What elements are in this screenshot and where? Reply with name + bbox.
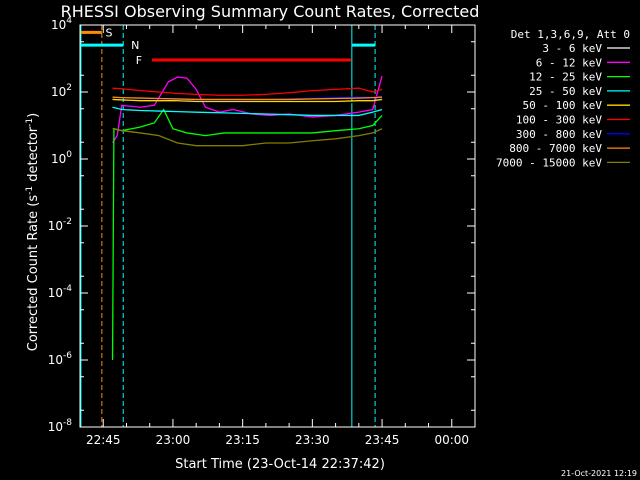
y-tick-label-4: 10-4 [48,284,73,300]
series-line-2 [111,108,383,361]
y-tick-label-3: 10-2 [48,217,72,233]
y-tick-label-2: 100 [51,150,72,166]
x-tick-label-1: 23:00 [156,433,191,447]
series-line-7 [112,96,383,101]
y-tick-label-0: 104 [51,16,72,32]
series-line-0 [111,77,383,160]
axes: 104 102 100 10-2 10-4 10-6 10-8 22:45 23:00 23:15… [48,16,476,447]
plot-area: S NF [80,25,383,427]
y-tick-label-5: 10-6 [48,351,73,367]
legend-title: Det 1,3,6,9, Att 0 [511,28,630,41]
chart-title: RHESSI Observing Summary Count Rates, Co… [61,2,480,21]
flag-label-F-3: F [136,54,142,67]
x-tick-label-0: 22:45 [86,433,121,447]
series-line-8 [112,128,383,147]
plot-frame [79,24,476,428]
legend-entry-3: 25 - 50 keV [529,85,602,98]
legend-entry-2: 12 - 25 keV [529,71,602,84]
legend-entry-4: 50 - 100 keV [523,99,603,112]
flag-label-S-0: S [106,26,113,39]
x-tick-label-5: 00:00 [434,433,469,447]
y-axis-label: Corrected Count Rate (s-1 detector-1) [25,113,41,351]
x-tick-label-2: 23:15 [225,433,260,447]
x-tick-label-3: 23:30 [295,433,330,447]
series-line-5 [112,87,383,96]
flag-label-N-1: N [131,39,139,52]
x-tick-label-4: 23:45 [365,433,400,447]
legend-entry-1: 6 - 12 keV [536,56,603,69]
legend-entry-5: 100 - 300 keV [516,114,602,127]
legend-entry-8: 7000 - 15000 keV [496,156,602,169]
legend-entry-0: 3 - 6 keV [542,42,602,55]
legend-entry-7: 800 - 7000 keV [509,142,602,155]
y-tick-label-6: 10-8 [48,418,73,434]
x-axis-label: Start Time (23-Oct-14 22:37:42) [175,457,385,472]
footer-timestamp: 21-Oct-2021 12:19 [561,469,637,478]
legend-entry-6: 300 - 800 keV [516,128,602,141]
series-line-4 [112,98,383,103]
series-line-3 [112,106,383,117]
y-tick-label-1: 102 [51,83,72,99]
